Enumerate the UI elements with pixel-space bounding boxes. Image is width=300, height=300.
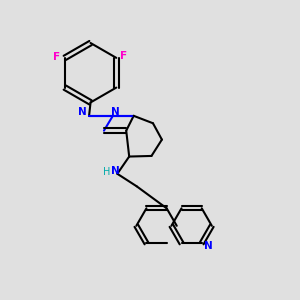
- Text: N: N: [204, 241, 213, 251]
- Text: F: F: [53, 52, 60, 62]
- Text: N: N: [111, 107, 120, 117]
- Text: H: H: [103, 167, 111, 177]
- Text: F: F: [120, 51, 127, 62]
- Text: N: N: [78, 107, 87, 117]
- Text: N: N: [111, 167, 119, 176]
